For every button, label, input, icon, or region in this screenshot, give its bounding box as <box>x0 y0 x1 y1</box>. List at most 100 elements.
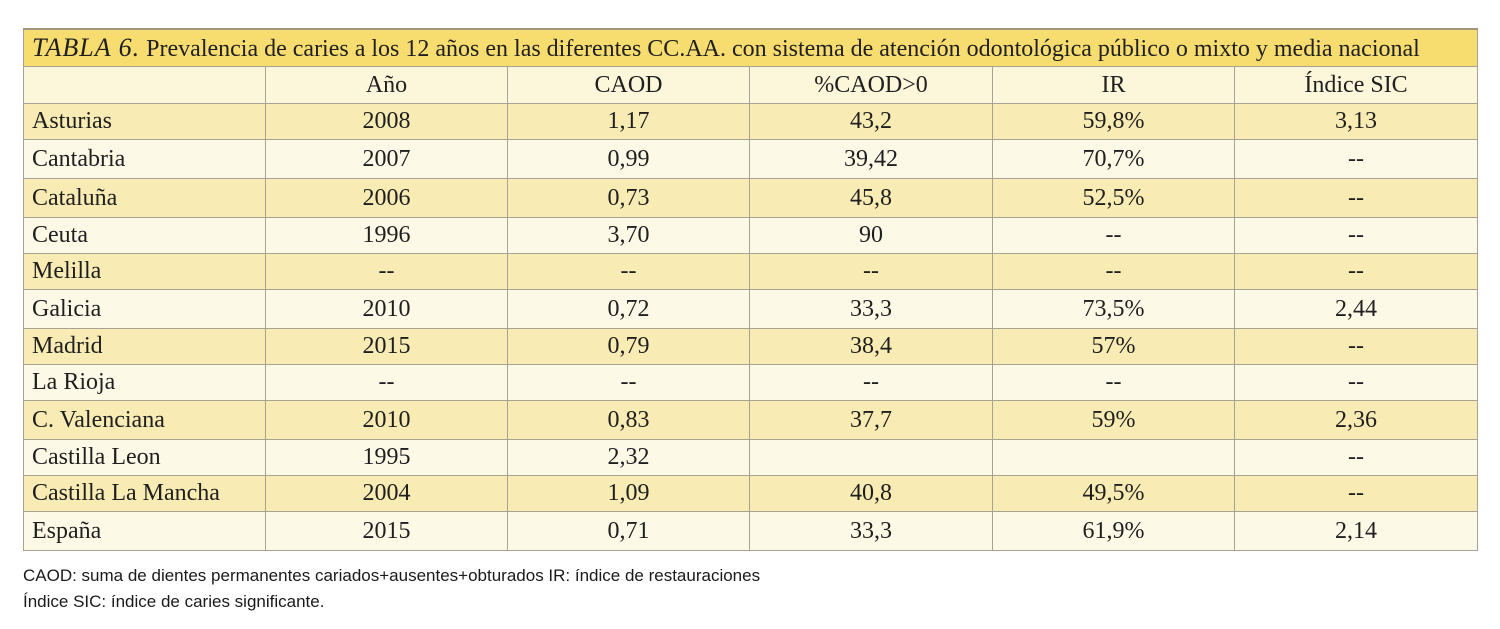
column-header-caod-percent: %CAOD>0 <box>749 66 993 104</box>
caod-percent-cell: 33,3 <box>749 289 993 329</box>
table-row-cataluna: Cataluña 2006 0,73 45,8 52,5% -- <box>23 178 1479 218</box>
caod-cell: 0,83 <box>507 400 750 440</box>
table-row-castilla-leon: Castilla Leon 1995 2,32 -- <box>23 439 1479 476</box>
year-cell: 2015 <box>265 328 508 365</box>
caod-percent-cell: 33,3 <box>749 511 993 551</box>
ir-cell: 57% <box>992 328 1235 365</box>
region-cell: Ceuta <box>23 217 266 254</box>
ir-cell: 49,5% <box>992 475 1235 512</box>
year-cell: 2006 <box>265 178 508 218</box>
caod-percent-cell: 45,8 <box>749 178 993 218</box>
caries-prevalence-table-container: TABLA 6. Prevalencia de caries a los 12 … <box>22 28 1479 551</box>
caod-percent-cell: 40,8 <box>749 475 993 512</box>
region-cell: Madrid <box>23 328 266 365</box>
column-header-caod: CAOD <box>507 66 750 104</box>
table-row-la-rioja: La Rioja -- -- -- -- -- <box>23 364 1479 401</box>
ir-cell: 61,9% <box>992 511 1235 551</box>
caod-cell: 3,70 <box>507 217 750 254</box>
caod-percent-cell <box>749 439 993 476</box>
sic-cell: 2,44 <box>1233 289 1479 329</box>
caod-percent-cell: -- <box>749 253 993 290</box>
caod-percent-cell: 38,4 <box>749 328 993 365</box>
table-number-label: TABLA 6. <box>32 33 141 62</box>
ir-cell: -- <box>992 217 1235 254</box>
caod-cell: -- <box>507 364 750 401</box>
year-cell: 1996 <box>265 217 508 254</box>
sic-cell: 2,14 <box>1233 511 1479 551</box>
sic-cell: -- <box>1233 139 1479 179</box>
table-row-castilla-la-mancha: Castilla La Mancha 2004 1,09 40,8 49,5% … <box>23 475 1479 512</box>
ir-cell: 70,7% <box>992 139 1235 179</box>
column-header-ir: IR <box>992 66 1235 104</box>
region-cell: Castilla La Mancha <box>23 475 266 512</box>
region-cell: Galicia <box>23 289 266 329</box>
region-cell: España <box>23 511 266 551</box>
region-cell: Melilla <box>23 253 266 290</box>
ir-cell: 73,5% <box>992 289 1235 329</box>
sic-cell: 3,13 <box>1233 103 1479 140</box>
ir-cell: -- <box>992 364 1235 401</box>
year-cell: 1995 <box>265 439 508 476</box>
table-row-asturias: Asturias 2008 1,17 43,2 59,8% 3,13 <box>23 103 1479 140</box>
caod-cell: 1,09 <box>507 475 750 512</box>
caod-cell: 1,17 <box>507 103 750 140</box>
table-row-galicia: Galicia 2010 0,72 33,3 73,5% 2,44 <box>23 289 1479 329</box>
caod-cell: 0,71 <box>507 511 750 551</box>
table-row-cantabria: Cantabria 2007 0,99 39,42 70,7% -- <box>23 139 1479 179</box>
year-cell: 2015 <box>265 511 508 551</box>
caod-cell: 0,99 <box>507 139 750 179</box>
year-cell: 2004 <box>265 475 508 512</box>
sic-cell: -- <box>1233 178 1479 218</box>
region-cell: La Rioja <box>23 364 266 401</box>
region-cell: Cataluña <box>23 178 266 218</box>
year-cell: -- <box>265 364 508 401</box>
sic-cell: 2,36 <box>1233 400 1479 440</box>
caod-cell: 2,32 <box>507 439 750 476</box>
region-cell: C. Valenciana <box>23 400 266 440</box>
table-header-row: Año CAOD %CAOD>0 IR Índice SIC <box>23 66 1479 104</box>
sic-cell: -- <box>1233 364 1479 401</box>
sic-cell: -- <box>1233 253 1479 290</box>
caod-cell: -- <box>507 253 750 290</box>
ir-cell: 59,8% <box>992 103 1235 140</box>
table-row-espana: España 2015 0,71 33,3 61,9% 2,14 <box>23 511 1479 551</box>
table-row-madrid: Madrid 2015 0,79 38,4 57% -- <box>23 328 1479 365</box>
sic-cell: -- <box>1233 217 1479 254</box>
sic-cell: -- <box>1233 328 1479 365</box>
region-cell: Cantabria <box>23 139 266 179</box>
column-header-sic: Índice SIC <box>1233 66 1479 104</box>
footnote-sic: Índice SIC: índice de caries significant… <box>23 592 325 611</box>
table-row-melilla: Melilla -- -- -- -- -- <box>23 253 1479 290</box>
year-cell: 2007 <box>265 139 508 179</box>
sic-cell: -- <box>1233 475 1479 512</box>
caries-prevalence-table: TABLA 6. Prevalencia de caries a los 12 … <box>22 28 1479 551</box>
year-cell: 2010 <box>265 289 508 329</box>
ir-cell <box>992 439 1235 476</box>
footnote-caod-ir: CAOD: suma de dientes permanentes cariad… <box>23 566 761 585</box>
caod-cell: 0,72 <box>507 289 750 329</box>
caod-percent-cell: 37,7 <box>749 400 993 440</box>
table-title: TABLA 6. Prevalencia de caries a los 12 … <box>22 28 1479 67</box>
ir-cell: 59% <box>992 400 1235 440</box>
caod-percent-cell: 43,2 <box>749 103 993 140</box>
table-row-ceuta: Ceuta 1996 3,70 90 -- -- <box>23 217 1479 254</box>
caod-cell: 0,79 <box>507 328 750 365</box>
ir-cell: -- <box>992 253 1235 290</box>
table-title-text: Prevalencia de caries a los 12 años en l… <box>146 36 1420 62</box>
caod-percent-cell: 90 <box>749 217 993 254</box>
caod-cell: 0,73 <box>507 178 750 218</box>
ir-cell: 52,5% <box>992 178 1235 218</box>
year-cell: 2010 <box>265 400 508 440</box>
table-title-row: TABLA 6. Prevalencia de caries a los 12 … <box>22 28 1479 67</box>
column-header-year: Año <box>265 66 508 104</box>
year-cell: -- <box>265 253 508 290</box>
caod-percent-cell: 39,42 <box>749 139 993 179</box>
column-header-region <box>23 66 266 104</box>
sic-cell: -- <box>1233 439 1479 476</box>
region-cell: Asturias <box>23 103 266 140</box>
region-cell: Castilla Leon <box>23 439 266 476</box>
caod-percent-cell: -- <box>749 364 993 401</box>
table-row-c-valenciana: C. Valenciana 2010 0,83 37,7 59% 2,36 <box>23 400 1479 440</box>
year-cell: 2008 <box>265 103 508 140</box>
table-footnotes: CAOD: suma de dientes permanentes cariad… <box>23 563 760 615</box>
